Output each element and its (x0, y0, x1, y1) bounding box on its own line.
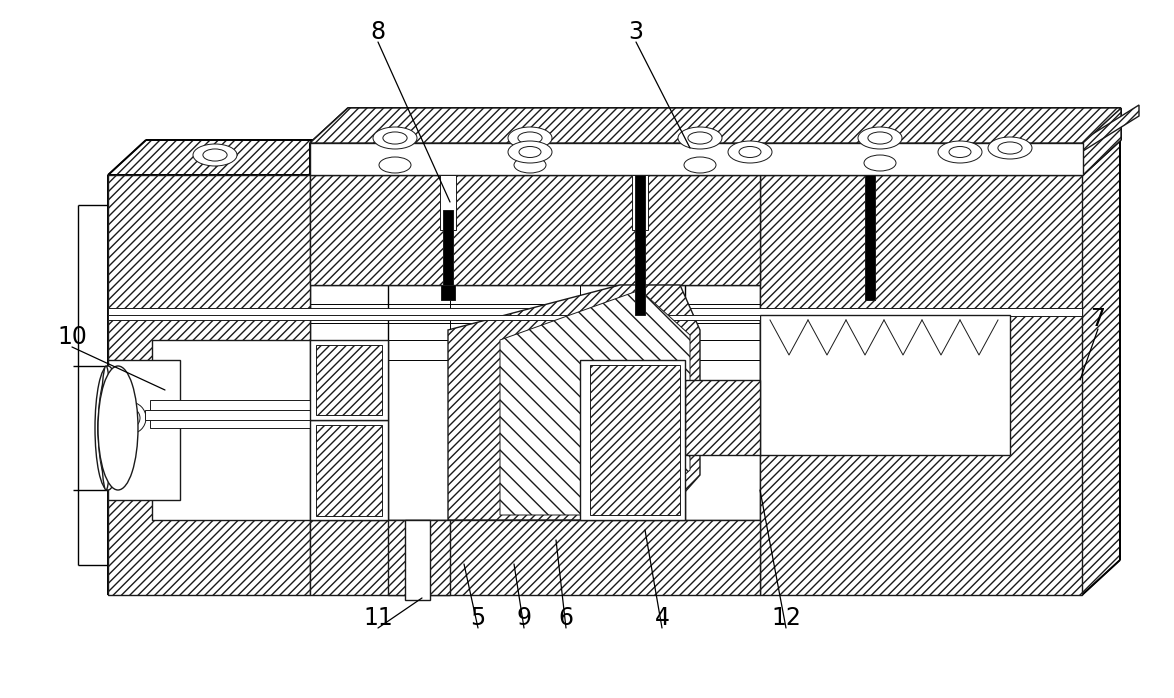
Ellipse shape (114, 402, 146, 434)
Polygon shape (440, 175, 456, 230)
Polygon shape (635, 175, 645, 315)
Polygon shape (387, 520, 450, 595)
Polygon shape (441, 285, 456, 300)
Polygon shape (632, 175, 648, 230)
Polygon shape (151, 340, 310, 520)
Ellipse shape (938, 141, 981, 163)
Ellipse shape (383, 132, 407, 144)
Text: 12: 12 (771, 606, 801, 630)
Ellipse shape (679, 127, 722, 149)
Ellipse shape (508, 141, 552, 163)
Ellipse shape (519, 147, 541, 158)
Text: 11: 11 (363, 606, 393, 630)
Polygon shape (310, 285, 760, 520)
Ellipse shape (684, 157, 716, 173)
Polygon shape (310, 520, 760, 595)
Text: 6: 6 (559, 606, 574, 630)
Polygon shape (760, 315, 1010, 455)
Polygon shape (108, 308, 1082, 316)
Text: 9: 9 (517, 606, 532, 630)
Polygon shape (108, 315, 760, 320)
Polygon shape (448, 285, 700, 520)
Ellipse shape (379, 157, 411, 173)
Polygon shape (108, 140, 1120, 175)
Ellipse shape (508, 127, 552, 149)
Ellipse shape (998, 142, 1023, 154)
Ellipse shape (738, 147, 761, 158)
Ellipse shape (97, 366, 139, 490)
Polygon shape (500, 290, 690, 515)
Polygon shape (443, 210, 453, 290)
Ellipse shape (97, 388, 119, 468)
Polygon shape (316, 345, 382, 415)
Ellipse shape (97, 376, 119, 480)
Polygon shape (1082, 105, 1139, 151)
Polygon shape (108, 360, 180, 500)
Ellipse shape (989, 137, 1032, 159)
Polygon shape (591, 365, 680, 515)
Ellipse shape (688, 132, 713, 144)
Polygon shape (684, 380, 760, 455)
Polygon shape (310, 175, 760, 285)
Text: 4: 4 (654, 606, 669, 630)
Polygon shape (310, 340, 387, 420)
Polygon shape (108, 175, 310, 595)
Polygon shape (310, 108, 1121, 143)
Ellipse shape (120, 408, 140, 428)
Text: 10: 10 (58, 325, 87, 349)
Ellipse shape (868, 132, 892, 144)
Ellipse shape (949, 147, 971, 158)
Text: 7: 7 (1091, 307, 1106, 331)
Text: 5: 5 (471, 606, 486, 630)
Ellipse shape (858, 127, 902, 149)
Polygon shape (150, 400, 310, 428)
Text: 8: 8 (371, 20, 385, 44)
Polygon shape (146, 410, 310, 420)
Ellipse shape (864, 155, 896, 171)
Ellipse shape (728, 141, 772, 163)
Ellipse shape (518, 132, 542, 144)
Text: 3: 3 (628, 20, 643, 44)
Polygon shape (580, 360, 684, 520)
Ellipse shape (95, 366, 121, 490)
Ellipse shape (203, 149, 227, 161)
Polygon shape (310, 420, 387, 520)
Polygon shape (760, 175, 1082, 595)
Polygon shape (310, 143, 1082, 175)
Polygon shape (865, 175, 875, 300)
Ellipse shape (193, 144, 237, 166)
Polygon shape (405, 520, 430, 600)
Ellipse shape (514, 157, 546, 173)
Polygon shape (316, 425, 382, 516)
Polygon shape (1082, 140, 1120, 595)
Polygon shape (310, 108, 1121, 143)
Ellipse shape (101, 366, 112, 490)
Ellipse shape (373, 127, 417, 149)
Polygon shape (1082, 108, 1121, 175)
Ellipse shape (97, 400, 119, 456)
